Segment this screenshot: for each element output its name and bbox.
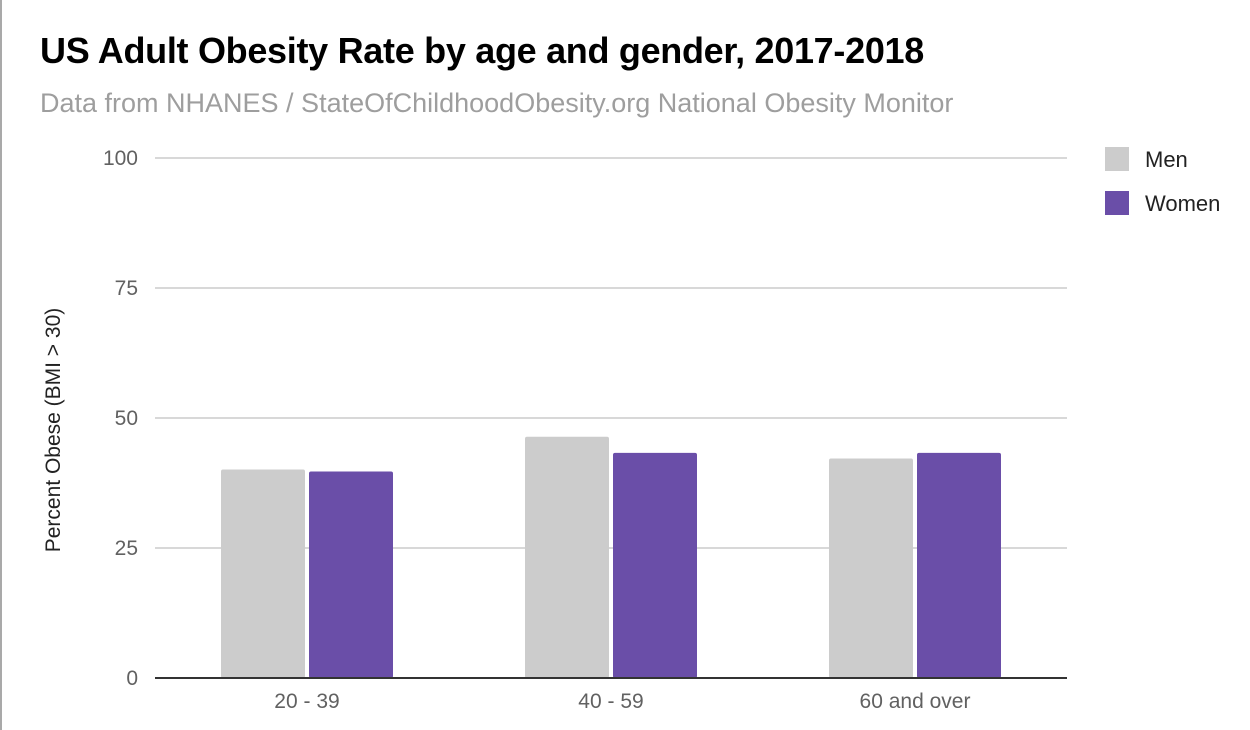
chart-subtitle: Data from NHANES / StateOfChildhoodObesi…	[40, 88, 954, 118]
legend-swatch-men	[1105, 147, 1129, 171]
bar-women-2	[613, 452, 697, 678]
bars	[221, 436, 1001, 678]
y-tick-label: 75	[115, 277, 138, 300]
bar-women-1	[309, 471, 393, 678]
x-tick-label: 20 - 39	[274, 690, 339, 713]
chart-title: US Adult Obesity Rate by age and gender,…	[40, 30, 924, 71]
legend-swatch-women	[1105, 191, 1129, 215]
bar-men-1	[221, 469, 305, 678]
axes: 0 25 50 75 100 20 - 39 40 - 59 60 and over	[103, 147, 1067, 713]
window-left-border	[0, 0, 2, 730]
legend-label-women: Women	[1145, 191, 1220, 216]
x-tick-label: 60 and over	[860, 690, 971, 713]
y-axis-title: Percent Obese (BMI > 30)	[42, 308, 65, 553]
legend: Men Women	[1105, 147, 1220, 216]
bar-women-3	[917, 452, 1001, 678]
y-tick-label: 0	[126, 667, 138, 690]
gridlines	[155, 157, 1067, 549]
y-tick-label: 100	[103, 147, 138, 170]
legend-label-men: Men	[1145, 147, 1188, 172]
bar-men-2	[525, 436, 609, 678]
bar-men-3	[829, 458, 913, 678]
x-tick-label: 40 - 59	[578, 690, 643, 713]
y-tick-label: 25	[115, 537, 138, 560]
y-tick-label: 50	[115, 407, 138, 430]
